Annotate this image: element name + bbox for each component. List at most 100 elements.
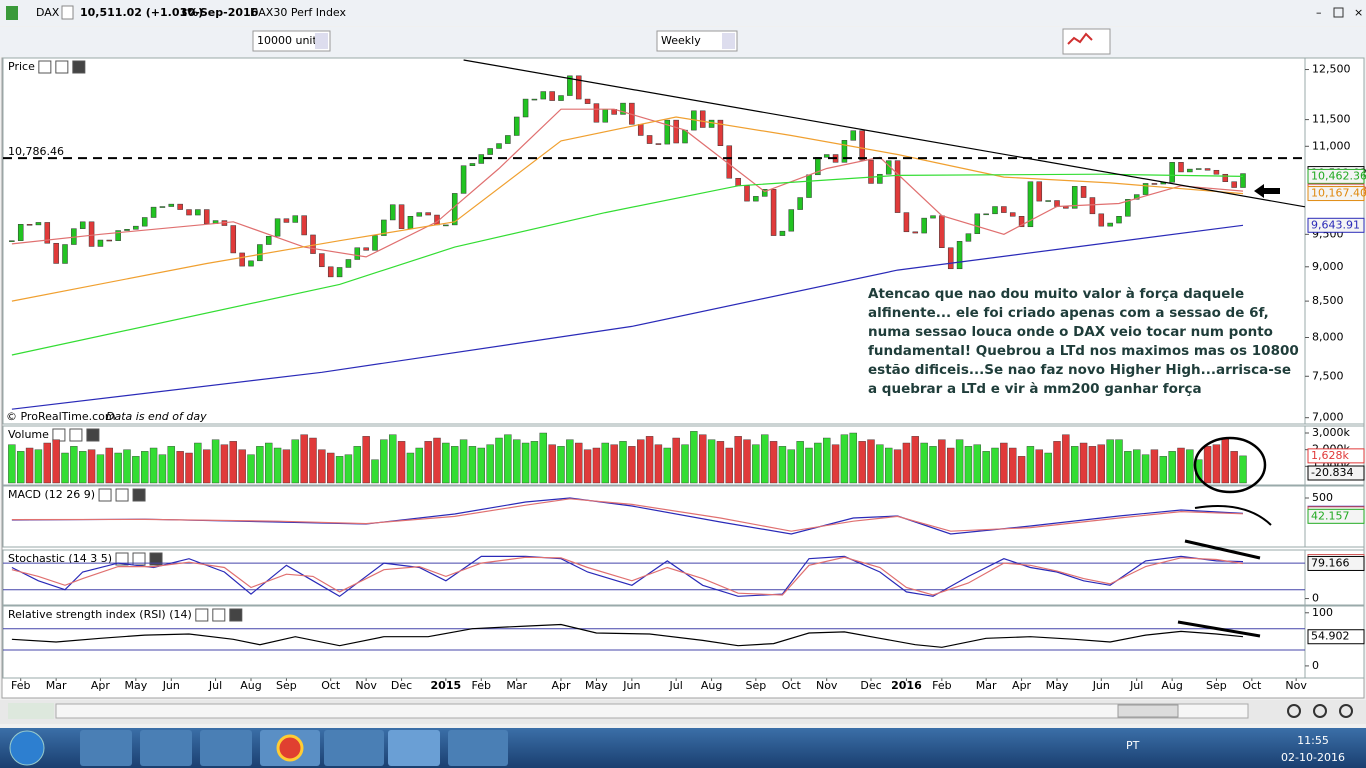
candle: [859, 130, 865, 161]
scroll-tools[interactable]: [8, 703, 54, 719]
volume-bar: [725, 447, 733, 484]
volume-bar: [805, 447, 813, 484]
volume-bar: [716, 441, 725, 484]
app-prorealtime[interactable]: [388, 730, 440, 766]
candle: [389, 204, 396, 221]
candle: [195, 209, 201, 216]
hand-circle: [1193, 436, 1267, 494]
panel-tool[interactable]: [86, 428, 100, 442]
candle: [620, 102, 626, 115]
panel-tool[interactable]: [229, 608, 243, 622]
scroll-thumb[interactable]: [1117, 704, 1179, 718]
units-arrow[interactable]: [315, 33, 328, 49]
instrument: DAX30 Perf Index: [250, 6, 347, 19]
candle: [974, 213, 981, 234]
clock-date[interactable]: 02-10-2016: [1281, 751, 1345, 764]
candle: [806, 174, 812, 198]
app-icon: [6, 6, 18, 20]
candle: [17, 224, 24, 241]
x-tick-label: Feb: [11, 679, 30, 692]
y-tick-label: 12,500: [1312, 63, 1351, 76]
candle: [549, 91, 555, 101]
minimize[interactable]: –: [1316, 6, 1322, 19]
volume-bar: [973, 444, 981, 484]
candle: [983, 213, 989, 216]
period-select[interactable]: [656, 30, 738, 52]
info-icon[interactable]: [61, 5, 74, 20]
start-button[interactable]: [9, 730, 45, 766]
candle: [230, 225, 237, 254]
candle: [1080, 186, 1087, 198]
candle: [1204, 168, 1211, 171]
panel-tool[interactable]: [132, 552, 146, 566]
app-explorer[interactable]: [140, 730, 192, 766]
volume-bar: [79, 451, 87, 484]
value-label: -20.834: [1311, 466, 1353, 479]
candle: [460, 165, 467, 194]
panel-tool[interactable]: [98, 488, 112, 502]
units-select[interactable]: [252, 30, 331, 52]
app-messenger[interactable]: [200, 730, 252, 766]
volume-bar: [778, 446, 787, 484]
candle: [1169, 162, 1175, 183]
candle: [1027, 181, 1034, 228]
volume-bar: [185, 452, 193, 484]
maximize[interactable]: [1333, 7, 1344, 18]
volume-bar: [663, 447, 671, 484]
volume-bar: [309, 437, 317, 484]
y-tick-label: 0: [1312, 659, 1319, 672]
close[interactable]: ×: [1354, 6, 1363, 19]
volume-bar: [433, 437, 441, 484]
candle: [257, 244, 263, 262]
candle: [416, 212, 423, 217]
panel-tool[interactable]: [115, 488, 129, 502]
candle: [646, 135, 653, 144]
panel-tool[interactable]: [38, 60, 52, 74]
candle: [274, 218, 281, 237]
panel-tool[interactable]: [69, 428, 83, 442]
panel-tool[interactable]: [115, 552, 129, 566]
panel-tool[interactable]: [195, 608, 209, 622]
candle: [319, 253, 325, 268]
indicator-line: [11, 555, 1244, 598]
volume-bar: [327, 452, 335, 484]
x-tick-label: Jun: [1092, 679, 1110, 692]
volume-bar: [1115, 439, 1123, 484]
volume-bar: [902, 442, 911, 484]
volume-bar: [610, 444, 618, 484]
volume-bar: [70, 446, 78, 484]
panel-title: MACD (12 26 9): [8, 488, 95, 501]
value-label-box: [1307, 465, 1365, 481]
zoom-fit[interactable]: [1287, 704, 1301, 718]
app-media[interactable]: [80, 730, 132, 766]
panel-tool[interactable]: [149, 552, 163, 566]
panel-tool[interactable]: [52, 428, 66, 442]
candle: [797, 197, 803, 210]
panel-tool[interactable]: [72, 60, 86, 74]
zoom-in[interactable]: [1339, 704, 1353, 718]
panel-tool[interactable]: [132, 488, 146, 502]
y-tick-label: 100: [1312, 606, 1333, 619]
zoom-out[interactable]: [1313, 704, 1327, 718]
y-tick-label: 8,000: [1312, 331, 1344, 344]
volume-bar: [513, 439, 521, 484]
panel-tool[interactable]: [55, 60, 69, 74]
volume-bar: [123, 449, 131, 484]
volume-bar: [893, 449, 902, 484]
app-paint[interactable]: [448, 730, 508, 766]
language[interactable]: PT: [1126, 739, 1140, 752]
candle: [283, 218, 290, 223]
panel-tool[interactable]: [212, 608, 226, 622]
period-arrow[interactable]: [722, 33, 735, 49]
volume-bar: [105, 447, 113, 484]
candle: [637, 124, 644, 136]
volume-bar: [1000, 442, 1008, 484]
clock-time[interactable]: 11:55: [1297, 734, 1329, 747]
candle: [1045, 200, 1051, 202]
scrollbar[interactable]: [55, 703, 1249, 719]
app-circle[interactable]: [324, 730, 384, 766]
candle: [779, 230, 786, 236]
volume-bar: [557, 446, 565, 484]
volume-bar: [796, 441, 804, 484]
